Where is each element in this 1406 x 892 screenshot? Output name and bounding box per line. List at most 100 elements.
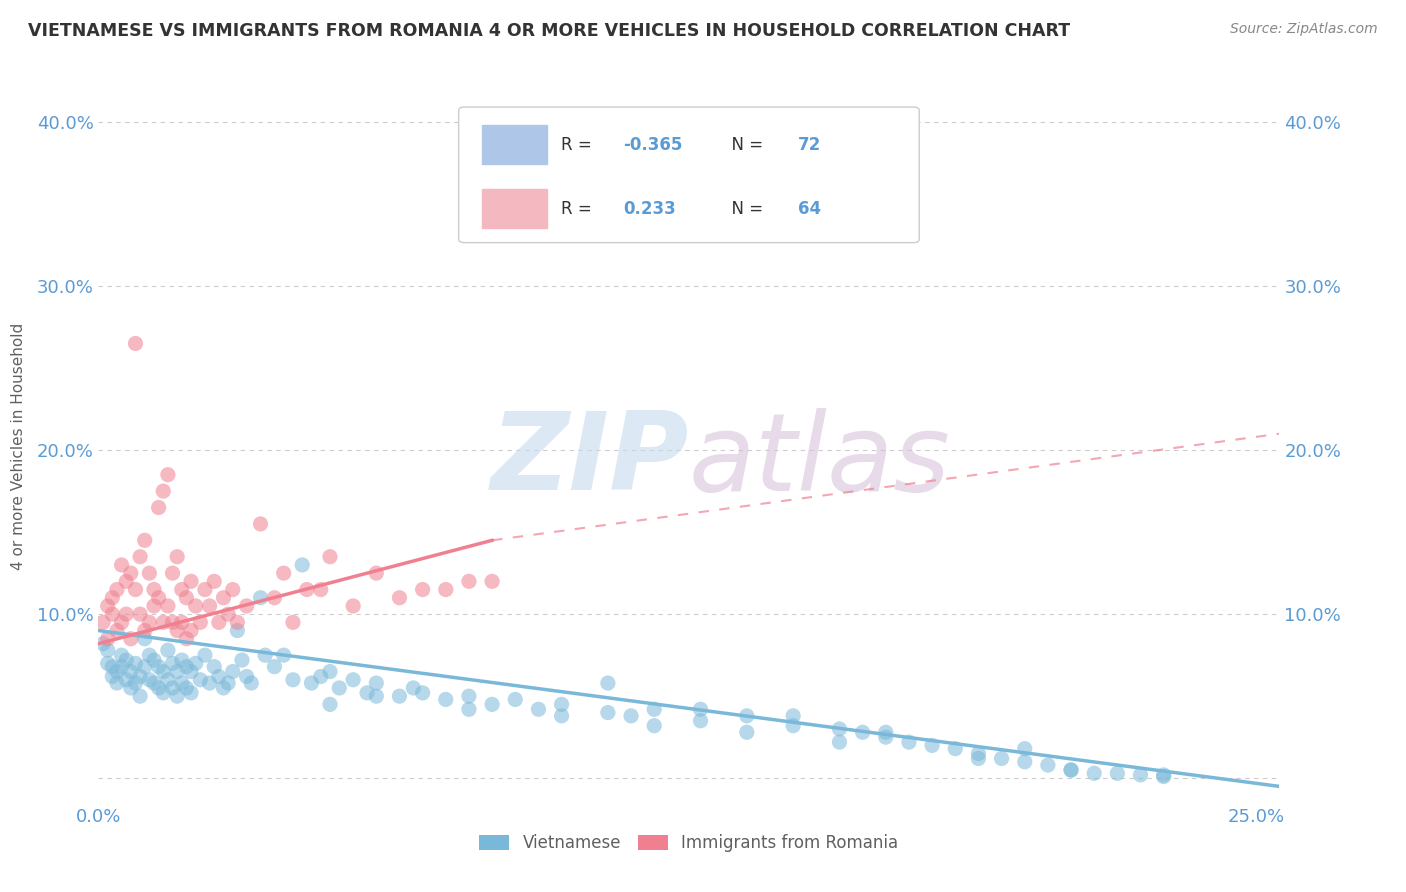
Point [105, 582, 128, 597]
Point [897, 735, 920, 749]
Text: Source: ZipAtlas.com: Source: ZipAtlas.com [1230, 22, 1378, 37]
Point [176, 681, 198, 695]
Point [366, 689, 388, 703]
Point [124, 582, 146, 597]
Point [110, 558, 132, 572]
Point [273, 566, 295, 581]
Point [105, 676, 128, 690]
Point [1036, 758, 1059, 772]
Point [852, 725, 875, 739]
Point [110, 615, 132, 630]
Text: R =: R = [561, 200, 603, 218]
Point [129, 607, 152, 622]
Point [967, 747, 990, 761]
Text: 72: 72 [797, 136, 821, 153]
Point [170, 676, 193, 690]
Point [735, 725, 758, 739]
Point [550, 698, 572, 712]
Point [458, 689, 481, 703]
Point [1107, 766, 1129, 780]
Point [967, 751, 990, 765]
Point [115, 607, 138, 622]
Point [101, 659, 124, 673]
Point [388, 591, 411, 605]
Point [202, 659, 225, 673]
Point [180, 665, 202, 679]
Point [643, 702, 665, 716]
Point [152, 665, 174, 679]
Text: 64: 64 [797, 200, 821, 218]
Point [943, 741, 966, 756]
Point [222, 665, 245, 679]
Point [166, 689, 188, 703]
Point [1014, 741, 1036, 756]
Point [212, 591, 235, 605]
Point [1153, 770, 1175, 784]
Point [138, 566, 160, 581]
Point [156, 467, 179, 482]
Point [162, 615, 184, 630]
Text: atlas: atlas [689, 408, 950, 513]
Point [208, 615, 231, 630]
Point [176, 632, 198, 646]
Point [309, 582, 332, 597]
Point [412, 686, 434, 700]
Point [156, 643, 179, 657]
Point [170, 582, 193, 597]
Point [273, 648, 295, 662]
Bar [482, 189, 547, 228]
Point [101, 607, 124, 622]
Point [434, 582, 457, 597]
Point [97, 632, 120, 646]
Point [249, 516, 271, 531]
Point [162, 657, 184, 671]
Point [222, 582, 245, 597]
Point [550, 709, 572, 723]
Point [91, 637, 114, 651]
Point [188, 673, 211, 687]
Point [143, 653, 166, 667]
Point [138, 673, 160, 687]
Point [198, 599, 221, 613]
Point [828, 722, 851, 736]
Point [309, 669, 332, 683]
Point [170, 615, 193, 630]
Point [134, 659, 156, 673]
Point [620, 709, 643, 723]
Point [194, 648, 217, 662]
Point [249, 591, 271, 605]
Point [596, 706, 619, 720]
Point [152, 484, 174, 499]
Point [152, 615, 174, 630]
Text: VIETNAMESE VS IMMIGRANTS FROM ROMANIA 4 OR MORE VEHICLES IN HOUSEHOLD CORRELATIO: VIETNAMESE VS IMMIGRANTS FROM ROMANIA 4 … [28, 22, 1070, 40]
Point [156, 599, 179, 613]
Point [596, 676, 619, 690]
Point [110, 648, 132, 662]
Point [115, 673, 138, 687]
Point [481, 698, 503, 712]
Point [184, 599, 207, 613]
Point [226, 615, 249, 630]
Point [120, 681, 142, 695]
Text: -0.365: -0.365 [623, 136, 682, 153]
Point [162, 681, 184, 695]
Point [1014, 755, 1036, 769]
Point [226, 624, 249, 638]
Point [1129, 768, 1152, 782]
Point [295, 582, 318, 597]
Point [180, 686, 202, 700]
Point [110, 659, 132, 673]
Point [97, 599, 120, 613]
Point [97, 643, 120, 657]
Point [1060, 763, 1083, 777]
Point [124, 676, 146, 690]
Point [194, 582, 217, 597]
Point [231, 653, 253, 667]
Point [115, 653, 138, 667]
Point [184, 657, 207, 671]
Point [138, 648, 160, 662]
Point [105, 665, 128, 679]
Point [235, 599, 257, 613]
Point [291, 558, 314, 572]
Point [115, 574, 138, 589]
